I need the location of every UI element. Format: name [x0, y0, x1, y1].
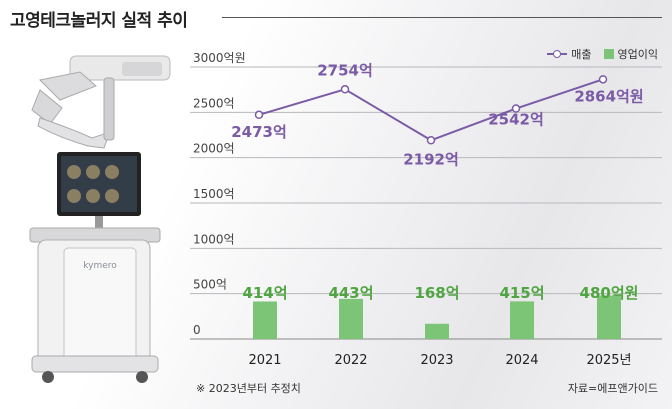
legend-profit-label: 영업이익: [617, 48, 658, 61]
profit-bar: [425, 323, 449, 339]
sales-point: [598, 75, 608, 84]
legend-sales-symbol: [547, 49, 568, 59]
legend-profit-symbol: [603, 49, 614, 59]
sales-line: 2473억 2754억 2192억 2542억 2864억원: [231, 61, 643, 168]
y-tick-label: 3000억원: [193, 51, 246, 65]
source-note: 자료=에프앤가이드: [567, 382, 658, 395]
sales-data-label: 2192억: [403, 150, 459, 168]
y-tick-label: 1000억: [193, 232, 235, 246]
profit-bar: [253, 301, 277, 339]
profit-bar: [597, 295, 621, 339]
x-axis-ticks: 2021 2022 2023 2024 2025년: [248, 353, 631, 368]
legend: 매출 영업이익: [547, 46, 658, 62]
profit-bar: [510, 301, 534, 339]
profit-data-label: 415억: [499, 284, 544, 302]
chart-title: 고영테크놀러지 실적 추이: [10, 11, 188, 31]
sales-data-label: 2754억: [317, 61, 373, 79]
svg-text:kymero: kymero: [83, 261, 117, 271]
profit-data-label: 168억: [414, 284, 459, 302]
x-tick-label: 2021: [248, 353, 281, 368]
y-tick-label: 2500억: [193, 96, 235, 110]
sales-line-path: [258, 78, 604, 142]
sales-point: [511, 104, 521, 113]
profit-bars: 414억 443억 168억 415억 480억원: [242, 284, 638, 339]
y-tick-label: 0: [193, 323, 201, 337]
sales-point: [340, 85, 350, 94]
x-tick-label: 2024: [505, 353, 538, 368]
profit-data-label: 414억: [242, 284, 287, 302]
sales-data-label: 2542억: [488, 111, 544, 129]
sales-data-label: 2473억: [231, 123, 287, 141]
y-tick-label: 2000억: [193, 142, 235, 156]
sales-point: [254, 110, 264, 120]
profit-data-label: 480억원: [580, 284, 639, 302]
y-axis-ticks: 0 500억 1000억 1500억 2000억 2500억 3000억원: [193, 51, 246, 337]
profit-data-label: 443억: [328, 284, 373, 302]
legend-sales-label: 매출: [571, 48, 592, 61]
sales-data-label: 2864억원: [574, 87, 643, 105]
x-tick-label: 2025년: [586, 353, 631, 368]
title-rule: [222, 17, 662, 18]
profit-bar: [339, 298, 363, 339]
sales-point: [426, 136, 436, 145]
y-tick-label: 1500억: [193, 187, 235, 201]
x-tick-label: 2022: [334, 353, 367, 368]
y-tick-label: 500억: [193, 278, 227, 292]
x-tick-label: 2023: [420, 353, 453, 368]
footnote: ※ 2023년부터 추정치: [196, 382, 301, 395]
